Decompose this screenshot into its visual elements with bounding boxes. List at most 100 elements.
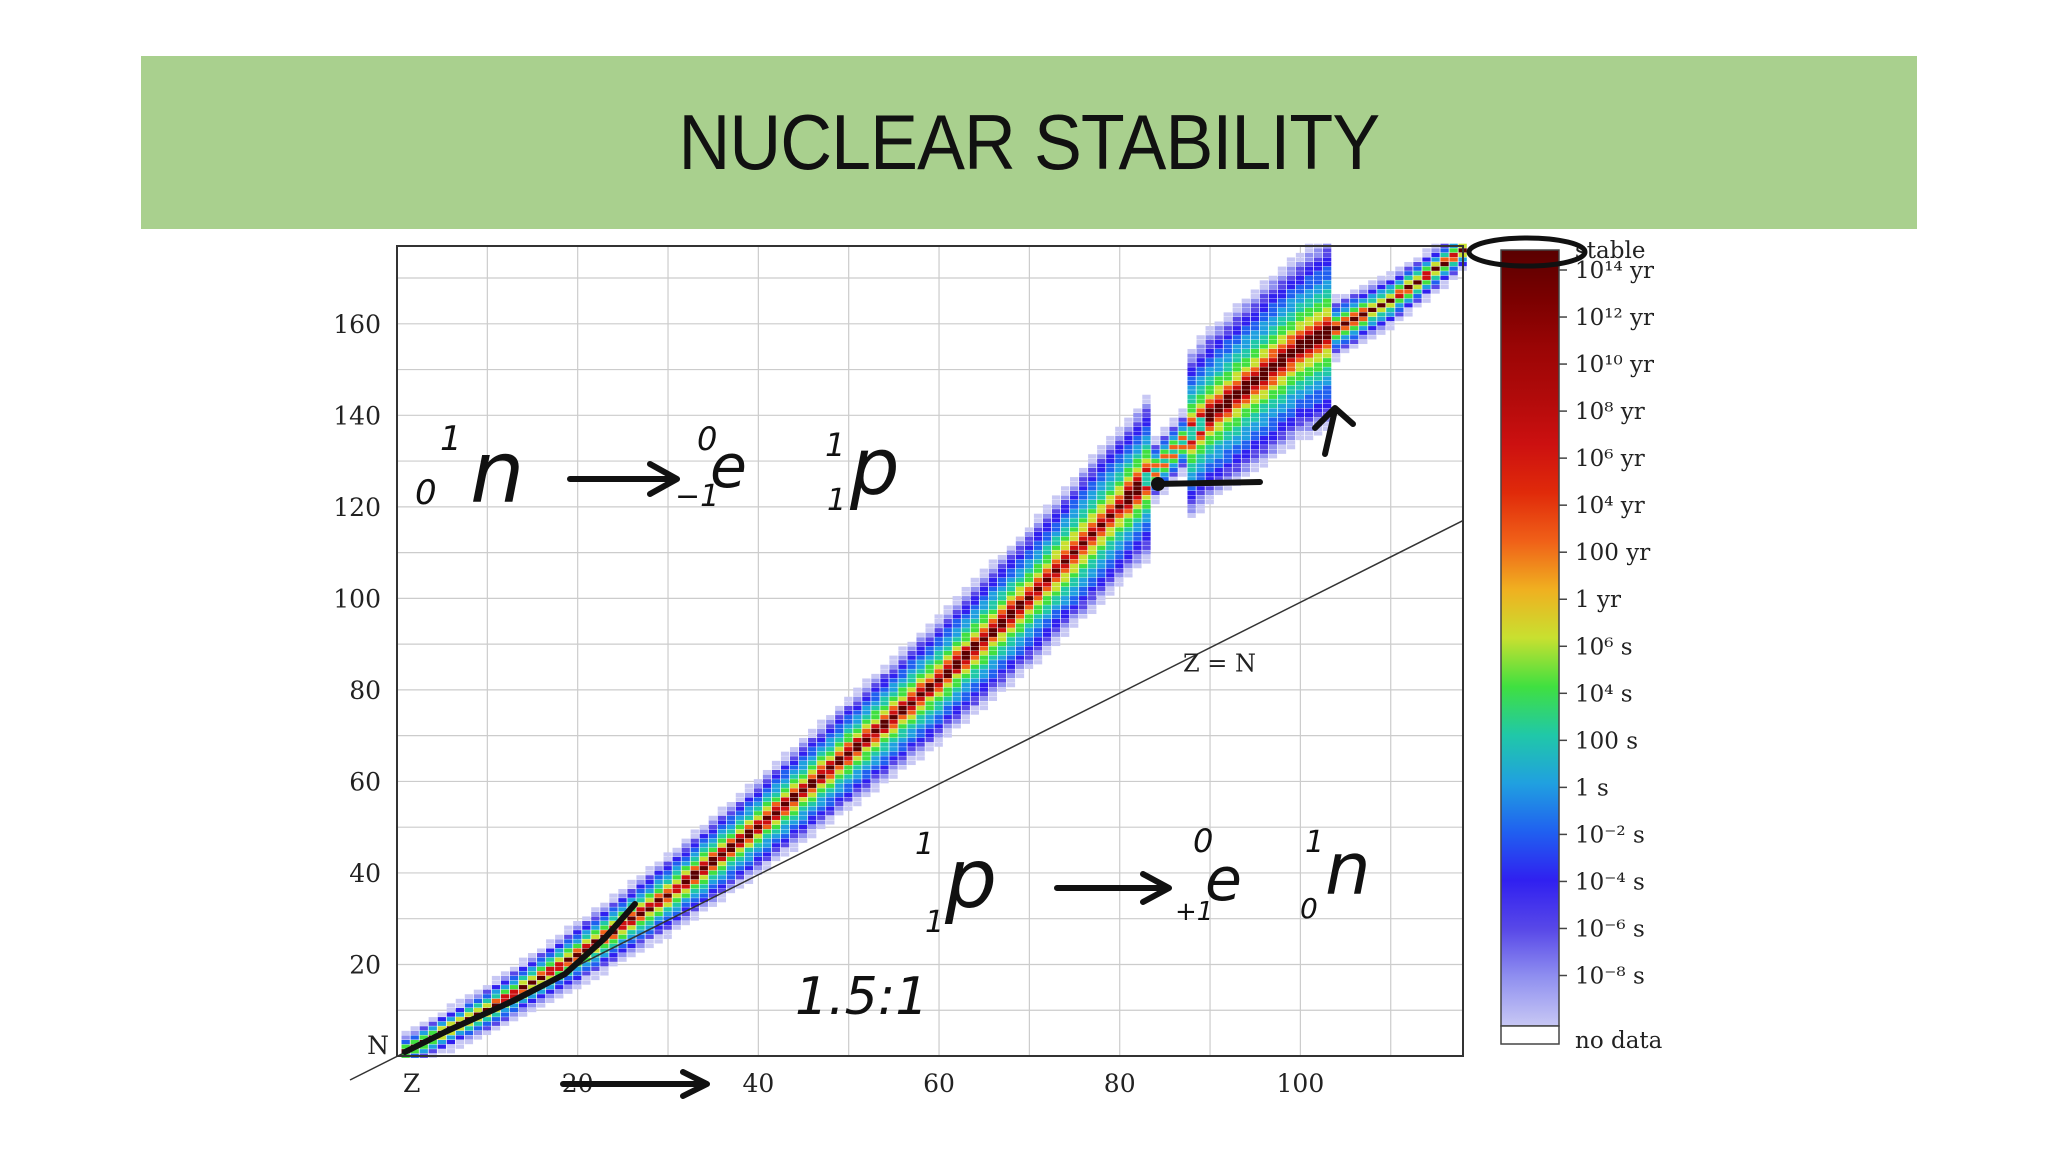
heatmap-cell (762, 866, 772, 871)
heatmap-cell (1304, 330, 1314, 335)
heatmap-cell (1304, 376, 1314, 381)
heatmap-cell (1259, 394, 1269, 399)
heatmap-cell (437, 1026, 446, 1031)
heatmap-cell (1223, 445, 1232, 450)
heatmap-cell (1196, 367, 1205, 372)
heatmap-cell (1142, 513, 1151, 518)
heatmap-cell (826, 806, 835, 811)
heatmap-cell (1232, 431, 1241, 436)
heatmap-cell (1223, 348, 1232, 354)
heatmap-cell (1241, 431, 1250, 436)
heatmap-cell (1268, 362, 1278, 367)
heatmap-cell (780, 829, 790, 834)
heatmap-cell (1051, 518, 1061, 523)
colorbar-label: 10¹⁰ yr (1575, 352, 1654, 378)
heatmap-cell (780, 843, 790, 848)
heatmap-cell (1079, 536, 1088, 541)
heatmap-cell (988, 637, 998, 642)
heatmap-cell (1142, 477, 1151, 482)
heatmap-cell (455, 1039, 465, 1045)
heatmap-cell (1115, 554, 1124, 560)
heatmap-cell (455, 1007, 465, 1013)
heatmap-cell (636, 893, 645, 898)
heatmap-cell (1033, 522, 1043, 528)
heatmap-cell (753, 806, 763, 811)
heatmap-cell (799, 806, 808, 811)
heatmap-cell (1060, 527, 1070, 532)
heatmap-cell (1051, 568, 1061, 573)
heatmap-cell (1024, 660, 1034, 665)
heatmap-cell (446, 1003, 455, 1008)
heatmap-cell (780, 765, 790, 770)
heatmap-cell (907, 664, 916, 669)
heatmap-cell (1196, 426, 1205, 431)
heatmap-cell (1395, 284, 1404, 290)
heatmap-cell (1286, 413, 1296, 418)
heatmap-cell (889, 701, 898, 706)
heatmap-cell (1088, 568, 1097, 573)
heatmap-cell (509, 1003, 519, 1008)
heatmap-cell (1422, 294, 1431, 299)
heatmap-cell (1178, 454, 1187, 459)
heatmap-cell (1196, 440, 1205, 445)
heatmap-cell (1368, 298, 1377, 303)
heatmap-cell (970, 701, 979, 706)
heatmap-cell (627, 879, 636, 885)
heatmap-cell (889, 765, 898, 770)
heatmap-cell (600, 957, 609, 962)
heatmap-cell (1169, 477, 1178, 482)
heatmap-cell (1295, 312, 1305, 317)
heatmap-cell (907, 641, 916, 647)
heatmap-cell (1006, 554, 1016, 560)
heatmap-cell (1115, 513, 1124, 518)
heatmap-cell (1106, 499, 1115, 505)
heatmap-cell (943, 614, 952, 619)
heatmap-cell (1286, 394, 1296, 399)
heatmap-cell (1440, 257, 1449, 262)
heatmap-cell (1106, 435, 1115, 441)
heatmap-cell (1051, 545, 1061, 550)
heatmap-cell (871, 751, 880, 756)
heatmap-cell (952, 596, 961, 601)
heatmap-cell (582, 916, 591, 921)
heatmap-cell (771, 820, 781, 825)
heatmap-cell (1386, 280, 1395, 285)
heatmap-cell (1124, 550, 1133, 555)
heatmap-cell (1304, 284, 1314, 290)
heatmap-cell (654, 875, 663, 880)
heatmap-cell (979, 651, 988, 656)
heatmap-cell (1295, 431, 1305, 436)
heatmap-cell (1115, 426, 1124, 431)
heatmap-cell (410, 1035, 419, 1040)
heatmap-cell (826, 788, 835, 793)
heatmap-cell (645, 888, 654, 894)
heatmap-cell (1214, 422, 1223, 427)
heatmap-cell (898, 705, 907, 711)
heatmap-cell (1304, 353, 1314, 358)
heatmap-cell (663, 911, 672, 917)
heatmap-cell (1422, 275, 1431, 280)
heatmap-cell (753, 802, 763, 807)
heatmap-cell (699, 838, 708, 843)
heatmap-cell (1214, 385, 1223, 390)
heatmap-cell (1124, 458, 1133, 464)
heatmap-cell (1060, 509, 1070, 514)
heatmap-cell (853, 696, 862, 701)
heatmap-cell (591, 934, 600, 939)
heatmap-cell (491, 975, 501, 981)
heatmap-cell (672, 866, 681, 871)
heatmap-cell (1187, 463, 1196, 468)
heatmap-cell (618, 893, 627, 898)
heatmap-cell (1060, 532, 1070, 537)
heatmap-cell (744, 875, 754, 880)
heatmap-cell (636, 939, 645, 944)
heatmap-cell (473, 998, 483, 1004)
heatmap-cell (1268, 326, 1278, 331)
heatmap-cell (988, 655, 998, 660)
heatmap-cell (1060, 504, 1070, 509)
heatmap-cell (717, 898, 727, 903)
heatmap-cell (1286, 298, 1296, 303)
heatmap-cell (518, 1003, 528, 1008)
heatmap-cell (1413, 289, 1422, 294)
heatmap-cell (961, 705, 970, 711)
